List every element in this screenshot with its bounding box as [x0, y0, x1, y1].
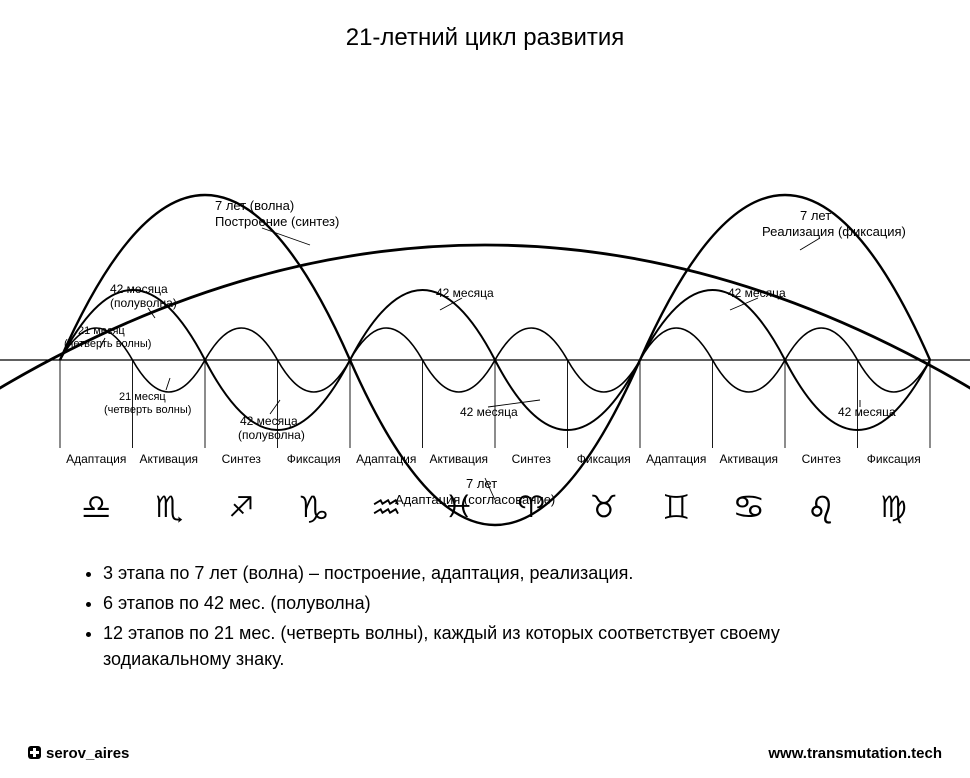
phase-label: Синтез: [785, 452, 858, 466]
phase-label: Активация: [133, 452, 206, 466]
zodiac-icon: ♉: [568, 474, 641, 535]
zodiac-icon: ♍: [858, 474, 931, 535]
svg-text:7 лет (волна): 7 лет (волна): [215, 198, 294, 213]
svg-text:(полуволна): (полуволна): [110, 296, 177, 310]
svg-text:42 месяца: 42 месяца: [838, 405, 896, 419]
bullet-item: 6 этапов по 42 мес. (полуволна): [103, 590, 910, 616]
phase-label: Фиксация: [278, 452, 351, 466]
svg-text:(четверть волны): (четверть волны): [104, 404, 191, 416]
phase-label: Активация: [423, 452, 496, 466]
phase-label: Адаптация: [640, 452, 713, 466]
svg-text:(четверть волны): (четверть волны): [64, 338, 151, 350]
svg-text:42 месяца: 42 месяца: [110, 282, 168, 296]
zodiac-icon: ♐: [205, 474, 278, 535]
phase-label: Адаптация: [60, 452, 133, 466]
zodiac-row: ♎♏♐♑♒♓♈♉♊♋♌♍: [60, 474, 930, 535]
svg-text:42 месяца: 42 месяца: [728, 286, 786, 300]
author-handle: serov_aires: [28, 745, 129, 762]
phase-label: Фиксация: [568, 452, 641, 466]
phase-label: Активация: [713, 452, 786, 466]
zodiac-icon: ♒: [350, 474, 423, 535]
page-title: 21-летний цикл развития: [0, 24, 970, 52]
svg-text:(полуволна): (полуволна): [238, 428, 305, 442]
svg-text:Построение (синтез): Построение (синтез): [215, 214, 339, 229]
zodiac-icon: ♏: [133, 474, 206, 535]
svg-text:7 лет: 7 лет: [800, 208, 831, 223]
svg-text:21 месяц: 21 месяц: [119, 391, 166, 403]
svg-text:Реализация (фиксация): Реализация (фиксация): [762, 224, 906, 239]
bullet-item: 12 этапов по 21 мес. (четверть волны), к…: [103, 620, 910, 672]
svg-text:21 месяц: 21 месяц: [78, 325, 125, 337]
phase-label: Синтез: [495, 452, 568, 466]
svg-text:42 месяца: 42 месяца: [240, 414, 298, 428]
zodiac-icon: ♓: [423, 474, 496, 535]
zodiac-icon: ♌: [785, 474, 858, 535]
site-url: www.transmutation.tech: [768, 745, 942, 762]
phase-row: АдаптацияАктивацияСинтезФиксацияАдаптаци…: [60, 452, 930, 466]
svg-text:42 месяца: 42 месяца: [436, 286, 494, 300]
phase-label: Фиксация: [858, 452, 931, 466]
logo-icon: [28, 746, 41, 759]
zodiac-icon: ♎: [60, 474, 133, 535]
phase-label: Синтез: [205, 452, 278, 466]
zodiac-icon: ♈: [495, 474, 568, 535]
bullet-item: 3 этапа по 7 лет (волна) – построение, а…: [103, 560, 910, 586]
phase-label: Адаптация: [350, 452, 423, 466]
zodiac-icon: ♋: [713, 474, 786, 535]
zodiac-icon: ♑: [278, 474, 351, 535]
zodiac-icon: ♊: [640, 474, 713, 535]
bullet-list: 3 этапа по 7 лет (волна) – построение, а…: [75, 560, 910, 676]
